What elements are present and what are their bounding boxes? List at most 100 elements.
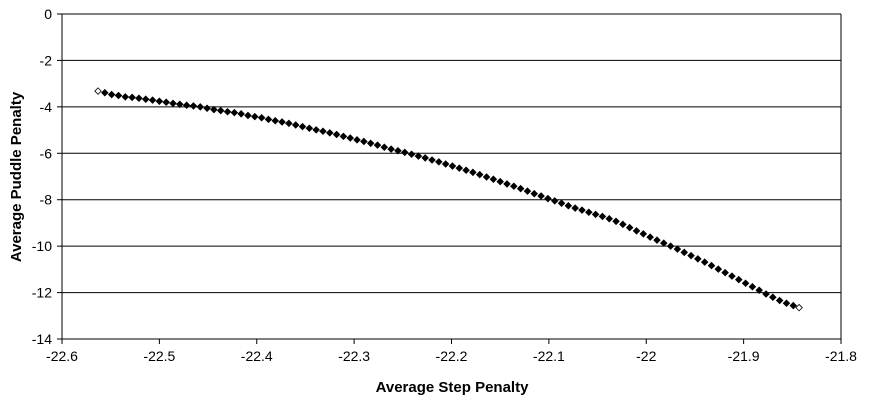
- data-point: [169, 99, 177, 108]
- data-point: [264, 115, 273, 124]
- data-point: [660, 239, 668, 247]
- data-point: [360, 137, 368, 146]
- x-tick-label: -22.5: [143, 348, 175, 364]
- data-point: [455, 164, 464, 172]
- data-point: [653, 236, 661, 244]
- x-tick-label: -22.2: [436, 348, 468, 364]
- data-point: [319, 127, 327, 135]
- data-point: [585, 208, 593, 217]
- gridlines: [62, 13, 841, 340]
- data-point: [394, 146, 402, 155]
- y-tick-label: -14: [32, 331, 52, 347]
- data-point: [114, 91, 123, 100]
- data-point: [482, 173, 491, 181]
- data-point: [407, 150, 416, 158]
- data-point: [537, 192, 545, 200]
- y-axis-ticks: 0 -2 -4 -6 -8 -10 -12 -14: [32, 6, 62, 347]
- data-point: [646, 233, 654, 241]
- data-point: [639, 230, 648, 238]
- data-point: [285, 119, 293, 128]
- data-point: [353, 136, 361, 144]
- x-tick-label: -22.6: [46, 348, 78, 364]
- data-point: [251, 112, 259, 121]
- x-axis-title: Average Step Penalty: [376, 379, 529, 396]
- data-point: [489, 175, 498, 184]
- data-point: [523, 187, 532, 195]
- y-tick-label: -8: [40, 192, 53, 208]
- data-point: [550, 197, 559, 205]
- data-point: [775, 296, 784, 305]
- data-point: [714, 265, 723, 273]
- data-point: [598, 212, 607, 221]
- data-point: [769, 293, 777, 301]
- data-point: [619, 220, 627, 229]
- data-point: [332, 130, 341, 139]
- data-point: [503, 180, 511, 188]
- data-point: [387, 145, 395, 153]
- data-point: [721, 268, 729, 277]
- data-point: [571, 204, 579, 212]
- data-point: [182, 101, 191, 109]
- data-point: [544, 194, 552, 203]
- data-point: [448, 162, 457, 170]
- data-point: [326, 129, 334, 137]
- data-point: [516, 184, 525, 193]
- data-point: [530, 189, 539, 198]
- data-point: [734, 275, 743, 284]
- data-point: [94, 87, 102, 95]
- data-point: [305, 124, 314, 132]
- data-point: [244, 111, 252, 120]
- data-point: [189, 102, 198, 110]
- data-point: [373, 141, 382, 149]
- data-point: [673, 245, 682, 253]
- data-series: [94, 87, 803, 312]
- x-tick-label: -22.1: [533, 348, 565, 364]
- data-point: [475, 170, 484, 179]
- data-point: [148, 96, 157, 104]
- data-point: [216, 106, 225, 115]
- y-tick-label: -12: [32, 285, 52, 301]
- data-point: [210, 105, 218, 114]
- data-point: [441, 160, 450, 168]
- data-point: [107, 90, 116, 99]
- data-point: [271, 117, 280, 125]
- data-point: [291, 121, 300, 129]
- data-point: [694, 255, 702, 263]
- data-point: [230, 108, 239, 117]
- data-point: [496, 177, 504, 186]
- data-point: [346, 134, 354, 142]
- data-point: [707, 261, 716, 270]
- data-point: [728, 272, 736, 280]
- data-point: [237, 110, 245, 118]
- data-point: [135, 94, 143, 103]
- y-tick-label: -6: [40, 145, 53, 161]
- data-point: [223, 107, 232, 116]
- data-point: [795, 303, 803, 312]
- data-point: [666, 242, 675, 250]
- data-point: [141, 95, 150, 103]
- data-point: [400, 148, 409, 157]
- x-axis-ticks: -22.6 -22.5 -22.4 -22.3 -22.2 -22.1 -22 -21.9 -2…: [46, 339, 857, 364]
- data-point: [755, 286, 763, 295]
- data-point: [557, 199, 566, 207]
- data-point: [789, 301, 798, 310]
- data-point: [680, 248, 688, 257]
- data-point: [605, 214, 614, 223]
- data-point: [700, 258, 709, 266]
- x-tick-label: -22: [636, 348, 656, 364]
- data-point: [176, 100, 184, 109]
- x-tick-label: -21.9: [728, 348, 760, 364]
- data-point: [278, 118, 286, 126]
- data-point: [591, 210, 600, 219]
- data-point: [339, 132, 348, 141]
- data-point: [203, 104, 211, 113]
- data-point: [121, 93, 130, 101]
- data-point: [625, 223, 634, 232]
- y-tick-label: -4: [40, 99, 53, 115]
- data-point: [748, 283, 757, 291]
- y-tick-label: 0: [44, 6, 52, 22]
- data-point: [414, 152, 423, 160]
- data-point: [366, 139, 375, 148]
- data-point: [612, 217, 620, 226]
- x-tick-label: -21.8: [825, 348, 857, 364]
